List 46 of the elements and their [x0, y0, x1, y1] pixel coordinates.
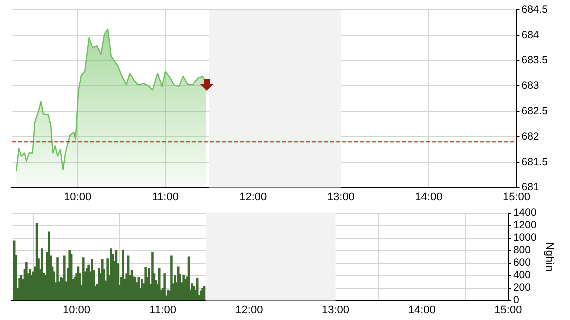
bar [26, 262, 28, 301]
x-tick-label: 15:00 [502, 191, 530, 204]
y-tick-label: 400 [513, 270, 532, 282]
x-tick-label: 12:00 [240, 191, 268, 204]
y-axis-title: Nghìn [543, 242, 556, 272]
x-tick-label: 14:00 [408, 304, 436, 316]
x-tick-label: 13:00 [327, 191, 355, 204]
x-tick-label: 10:00 [62, 304, 91, 316]
bar [102, 260, 104, 301]
x-tick-label: 12:00 [236, 304, 264, 316]
y-tick-label: 682.5 [522, 105, 548, 118]
y-tick-label: 1200 [513, 220, 537, 232]
x-tick-label: 13:00 [322, 304, 350, 316]
bar [170, 256, 173, 301]
bar [158, 268, 161, 301]
bar [152, 252, 154, 301]
y-tick-label: 684 [522, 29, 540, 42]
bar [68, 250, 71, 301]
y-tick-label: 1000 [513, 232, 537, 244]
x-tick-label: 11:00 [150, 304, 176, 316]
y-tick-label: 682 [522, 130, 540, 143]
x-tick-label: 11:00 [152, 191, 179, 204]
x-tick-label: 14:00 [415, 191, 443, 204]
bar [82, 258, 85, 301]
bar [164, 274, 166, 301]
y-tick-label: 0 [513, 294, 520, 307]
bar [182, 274, 185, 301]
bar [56, 258, 59, 301]
y-tick-label: 683 [522, 80, 540, 92]
y-tick-label: 684.5 [522, 4, 548, 16]
y-tick-label: 800 [513, 244, 532, 257]
bar [64, 256, 66, 301]
y-tick-label: 683.5 [522, 54, 548, 67]
bar [91, 260, 94, 301]
bar [41, 248, 44, 301]
x-tick-label: 10:00 [64, 191, 92, 204]
y-tick-label: 681.5 [522, 156, 548, 168]
y-tick-label: 600 [513, 257, 532, 270]
bar [122, 250, 125, 301]
bar [196, 278, 199, 301]
x-tick-label: 15:00 [494, 304, 522, 316]
bar [144, 267, 147, 301]
y-tick-label: 681 [522, 182, 540, 194]
y-tick-label: 1400 [513, 207, 537, 220]
bar [110, 248, 112, 301]
y-tick-label: 200 [513, 282, 532, 294]
